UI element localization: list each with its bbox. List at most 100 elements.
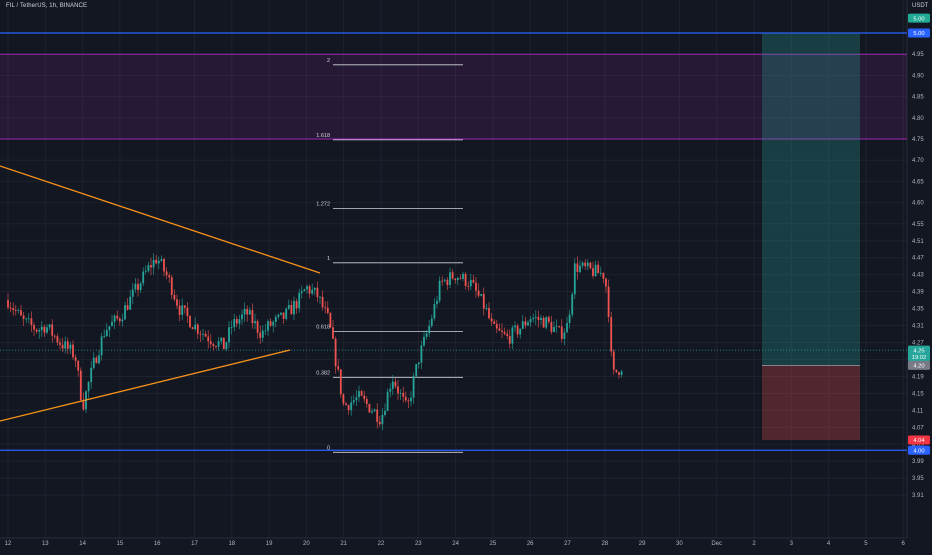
candle-body: [612, 351, 615, 370]
candle-body: [493, 321, 496, 324]
candle-body: [27, 318, 30, 320]
candle-body: [202, 333, 204, 335]
candle-body: [394, 381, 397, 387]
candle-body: [449, 272, 451, 286]
candle-body: [529, 319, 532, 323]
candle-body: [503, 331, 506, 334]
candle-body: [368, 403, 371, 413]
candle-body: [53, 335, 56, 337]
candle-body: [303, 289, 306, 292]
fib-level-label: 0.382: [316, 370, 330, 376]
candle-body: [540, 317, 542, 320]
time-tick-label: 22: [378, 541, 385, 547]
candle-body: [277, 314, 280, 317]
candle-body: [59, 342, 61, 345]
candle-body: [300, 291, 303, 293]
candle-body: [225, 342, 228, 350]
fib-level-label: 0: [327, 445, 330, 451]
candle-body: [615, 369, 618, 373]
candle-body: [425, 333, 428, 337]
price-tick-label: 4.95: [912, 52, 924, 58]
candle-body: [454, 278, 457, 281]
candle-body: [194, 324, 197, 330]
horizontal-levels[interactable]: [0, 32, 907, 451]
candle-body: [415, 364, 418, 377]
time-tick-label: 13: [42, 541, 49, 547]
candle-body: [77, 360, 80, 371]
triangle-pattern[interactable]: [0, 165, 321, 422]
candle-body: [131, 289, 134, 297]
candle-body: [280, 312, 282, 315]
price-badge-label: 4.25: [913, 348, 924, 354]
candle-body: [345, 403, 347, 406]
candle-body: [610, 316, 613, 352]
candle-body: [467, 285, 470, 287]
candle-body: [441, 280, 444, 282]
price-badge: [908, 28, 930, 38]
candle-body: [313, 287, 316, 290]
price-tick-label: 4.31: [912, 324, 924, 330]
candle-body: [501, 330, 503, 332]
fib-extension[interactable]: 2 1.618 1.272 1 0.618 0.382 0: [316, 58, 463, 453]
candle-body: [12, 308, 15, 311]
price-tick-label: 4.43: [912, 273, 924, 279]
candle-body: [456, 277, 459, 281]
candle-body: [100, 336, 103, 356]
candle-body: [423, 336, 425, 346]
candle-body: [558, 326, 561, 328]
candle-body: [438, 280, 441, 301]
price-badge-label: 5.00: [913, 31, 924, 37]
candles: [7, 253, 623, 431]
candle-body: [90, 367, 93, 383]
candle-body: [339, 369, 342, 395]
candle-body: [547, 317, 550, 322]
candle-body: [269, 321, 272, 326]
price-axis[interactable]: 5.00 4.95 4.90 4.85 4.80 4.75 4.70 4.65 4.60 4.55…: [912, 31, 924, 499]
candle-body: [118, 318, 121, 322]
candle-body: [365, 399, 368, 404]
price-tick-label: 3.91: [912, 493, 924, 499]
fib-level-label: 0.618: [316, 324, 330, 330]
candle-body: [274, 316, 277, 322]
candle-body: [108, 326, 111, 331]
time-tick-label: 30: [676, 541, 683, 547]
candle-body: [196, 324, 199, 334]
candle-body: [87, 382, 90, 392]
candle-body: [217, 341, 220, 347]
candle-body: [620, 371, 623, 375]
candle-body: [451, 272, 454, 279]
time-tick-label: 25: [490, 541, 497, 547]
price-tick-label: 4.75: [912, 137, 924, 143]
candle-body: [519, 328, 522, 335]
time-tick-label: 23: [415, 541, 422, 547]
price-badge: [908, 435, 930, 445]
candle-body: [79, 370, 82, 401]
candle-body: [347, 405, 350, 411]
candle-body: [66, 341, 69, 349]
candle-body: [290, 305, 293, 315]
candle-body: [168, 275, 171, 278]
price-tick-label: 4.70: [912, 158, 924, 164]
candle-body: [560, 326, 563, 339]
time-axis[interactable]: 12 13 14 15 16 17 18 19 20 21 22 23 24 25 26 27 28 29 30 De…: [5, 541, 906, 547]
candle-body: [584, 262, 587, 267]
candle-body: [178, 305, 181, 315]
candle-body: [464, 273, 467, 286]
candle-body: [326, 307, 329, 314]
candle-body: [173, 294, 176, 300]
candle-body: [220, 337, 223, 342]
candle-body: [433, 303, 436, 319]
candle-body: [147, 265, 150, 272]
candle-body: [207, 336, 210, 342]
time-tick-label: 17: [191, 541, 198, 547]
candle-body: [111, 321, 113, 327]
candle-body: [602, 272, 605, 279]
time-tick-label: 16: [154, 541, 161, 547]
candle-body: [267, 321, 269, 331]
triangle-lower-trendline: [0, 349, 291, 422]
candle-body: [506, 333, 509, 336]
fib-level-label: 1.618: [316, 133, 330, 139]
candle-body: [514, 325, 516, 328]
candle-body: [116, 315, 119, 319]
